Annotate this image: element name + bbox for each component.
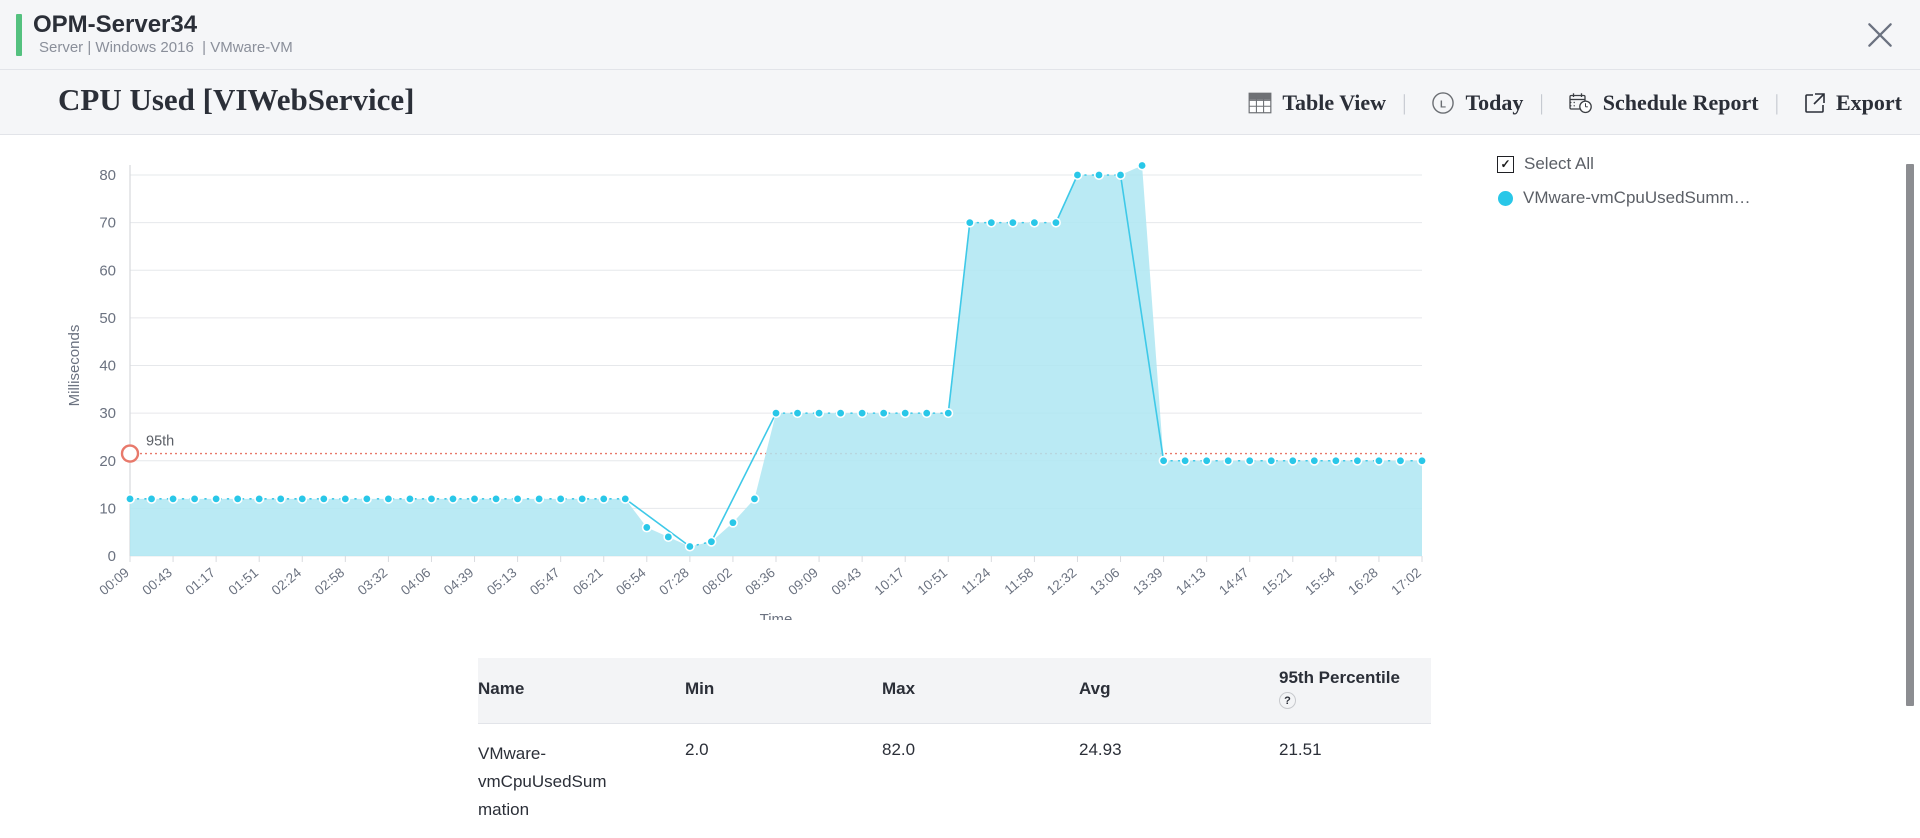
svg-text:14:13: 14:13 <box>1173 565 1209 598</box>
svg-text:04:06: 04:06 <box>398 565 434 598</box>
svg-text:13:06: 13:06 <box>1087 565 1123 598</box>
svg-text:15:21: 15:21 <box>1259 565 1295 598</box>
svg-text:12:32: 12:32 <box>1044 565 1080 598</box>
svg-text:40: 40 <box>99 358 116 375</box>
svg-text:L: L <box>1440 99 1446 110</box>
svg-text:20: 20 <box>99 453 116 470</box>
svg-text:03:32: 03:32 <box>355 565 391 598</box>
svg-text:80: 80 <box>99 167 116 184</box>
svg-text:02:24: 02:24 <box>269 565 305 599</box>
svg-text:04:39: 04:39 <box>441 565 477 598</box>
svg-text:08:36: 08:36 <box>742 565 778 598</box>
svg-text:00:09: 00:09 <box>96 565 132 598</box>
svg-text:95th: 95th <box>146 434 174 450</box>
svg-text:01:51: 01:51 <box>226 565 262 598</box>
svg-text:00:43: 00:43 <box>139 565 175 598</box>
svg-text:60: 60 <box>99 262 116 279</box>
svg-text:10: 10 <box>99 500 116 517</box>
svg-text:13:39: 13:39 <box>1130 565 1166 598</box>
svg-text:09:09: 09:09 <box>785 565 821 598</box>
svg-text:Time: Time <box>760 611 793 620</box>
svg-text:05:47: 05:47 <box>527 565 563 598</box>
svg-text:14:47: 14:47 <box>1216 565 1252 598</box>
svg-text:50: 50 <box>99 310 116 327</box>
svg-text:17:02: 17:02 <box>1388 565 1424 598</box>
svg-text:16:28: 16:28 <box>1345 565 1381 598</box>
svg-text:Milliseconds: Milliseconds <box>66 325 83 407</box>
svg-text:07:28: 07:28 <box>656 565 692 598</box>
svg-text:06:21: 06:21 <box>570 565 606 598</box>
svg-text:02:58: 02:58 <box>312 565 348 598</box>
svg-text:0: 0 <box>108 548 116 565</box>
svg-text:08:02: 08:02 <box>699 565 735 598</box>
svg-text:10:17: 10:17 <box>872 565 908 598</box>
svg-text:09:43: 09:43 <box>829 565 865 598</box>
svg-text:11:24: 11:24 <box>959 564 994 597</box>
svg-text:15:54: 15:54 <box>1302 565 1338 599</box>
svg-text:10:51: 10:51 <box>915 565 951 598</box>
svg-text:05:13: 05:13 <box>484 565 520 598</box>
svg-text:01:17: 01:17 <box>183 565 219 598</box>
svg-text:70: 70 <box>99 215 116 232</box>
svg-text:11:58: 11:58 <box>1002 565 1037 598</box>
svg-text:30: 30 <box>99 405 116 422</box>
svg-text:06:54: 06:54 <box>613 565 649 599</box>
